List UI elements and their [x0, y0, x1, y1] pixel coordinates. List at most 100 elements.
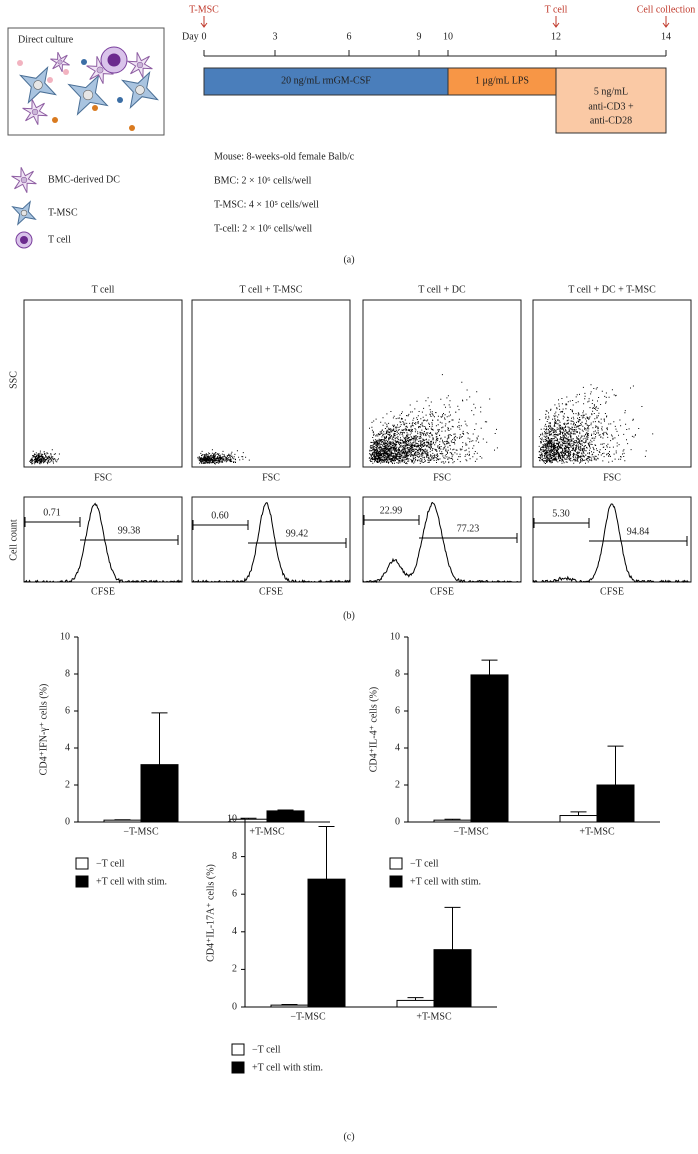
y-tick-label: 6 [232, 888, 237, 899]
legend-label: +T cell with stim. [410, 876, 481, 887]
y-tick-label: 2 [65, 779, 70, 790]
panel-label: (b) [343, 610, 355, 621]
y-tick-label: 8 [65, 668, 70, 679]
legend-label: T-MSC [48, 207, 78, 218]
y-tick-label: 0 [65, 816, 70, 827]
nucleus [135, 85, 145, 95]
event-arrow [552, 16, 560, 28]
legend-label: −T cell [410, 858, 439, 869]
events [29, 449, 60, 465]
y-tick-label: 4 [232, 926, 237, 937]
nucleus [96, 66, 104, 74]
x-tick-label: −T-MSC [290, 1011, 326, 1022]
gate-value: 99.42 [286, 528, 309, 539]
nucleus [31, 108, 39, 116]
treatment-label: 1 μg/mL LPS [475, 75, 529, 86]
event-arrow [200, 16, 208, 28]
axis-label: CFSE [600, 586, 624, 597]
bar [140, 764, 179, 823]
treatment-bar [447, 67, 557, 96]
nucleus [57, 59, 63, 65]
scatter-frame [362, 299, 522, 468]
histogram-frame [362, 496, 522, 583]
condition-title: T cell + T-MSC [240, 284, 303, 295]
x-tick-label: +T-MSC [249, 826, 285, 837]
dot [52, 117, 58, 123]
event-label: T cell [545, 4, 568, 15]
condition-text: BMC: 2 × 10⁶ cells/well [214, 175, 312, 186]
day-number: 9 [417, 31, 422, 42]
scatter-frame [191, 299, 351, 468]
y-axis-label: CD4⁺IFN-γ⁺ cells (%) [38, 684, 49, 776]
gate-right [80, 535, 179, 545]
error-bar [151, 712, 168, 765]
histogram-frame [191, 496, 351, 583]
y-tick-label: 6 [395, 705, 400, 716]
y-tick-label: 4 [65, 742, 70, 753]
dot [63, 69, 69, 75]
gate-value: 0.71 [43, 507, 61, 518]
axis-label: CFSE [259, 586, 283, 597]
y-tick-label: 0 [232, 1001, 237, 1012]
histogram [192, 502, 351, 584]
legend-label: +T cell with stim. [252, 1062, 323, 1073]
gate-left [533, 518, 590, 528]
error-bar [481, 659, 498, 675]
error-bar [407, 997, 424, 1001]
gate-value: 5.30 [552, 508, 570, 519]
y-tick-label: 10 [227, 813, 237, 824]
legend-label: T cell [48, 234, 71, 245]
x-tick-label: +T-MSC [416, 1011, 452, 1022]
y-tick-label: 0 [395, 816, 400, 827]
condition-title: T cell [92, 284, 115, 295]
y-tick-label: 8 [232, 851, 237, 862]
error-bar [570, 811, 587, 816]
day-label: Day [182, 31, 199, 42]
x-tick-label: −T-MSC [453, 826, 489, 837]
error-bar [444, 906, 461, 950]
axis-label: FSC [433, 472, 451, 483]
events [197, 449, 250, 465]
y-axis-label: CD4⁺IL-17A⁺ cells (%) [205, 864, 216, 962]
day-number: 3 [273, 31, 278, 42]
dot [81, 59, 87, 65]
legend-label: −T cell [96, 858, 125, 869]
panel-label: (a) [343, 254, 354, 265]
nucleus [20, 236, 28, 244]
nucleus [107, 53, 121, 67]
error-bar [444, 818, 461, 821]
y-tick-label: 10 [60, 631, 70, 642]
bar [103, 819, 142, 823]
nucleus [82, 89, 94, 101]
gate-right [419, 533, 518, 543]
condition-text: T-cell: 2 × 10⁶ cells/well [214, 223, 312, 234]
panel-label: (c) [343, 1131, 354, 1142]
histogram [362, 501, 522, 584]
bar [396, 999, 435, 1008]
events [538, 384, 654, 464]
day-number: 0 [202, 31, 207, 42]
y-tick-label: 6 [65, 705, 70, 716]
treatment-label: 20 ng/mL rmGM-CSF [281, 75, 371, 86]
dot [47, 77, 53, 83]
x-tick-label: −T-MSC [123, 826, 159, 837]
gate-left [24, 517, 81, 527]
axis-label: CFSE [430, 586, 454, 597]
gate-left [363, 515, 420, 525]
y-tick-label: 8 [395, 668, 400, 679]
gate-right [589, 536, 688, 546]
day-number: 10 [443, 31, 453, 42]
gate-left [192, 520, 249, 530]
bar [266, 810, 305, 823]
bar [433, 949, 472, 1008]
event-arrow [662, 16, 670, 28]
day-number: 12 [551, 31, 561, 42]
condition-title: T cell + DC + T-MSC [568, 284, 656, 295]
dot [92, 105, 98, 111]
condition-title: T cell + DC [418, 284, 466, 295]
gate-value: 22.99 [380, 505, 403, 516]
bar [470, 674, 509, 823]
histogram [532, 503, 691, 584]
